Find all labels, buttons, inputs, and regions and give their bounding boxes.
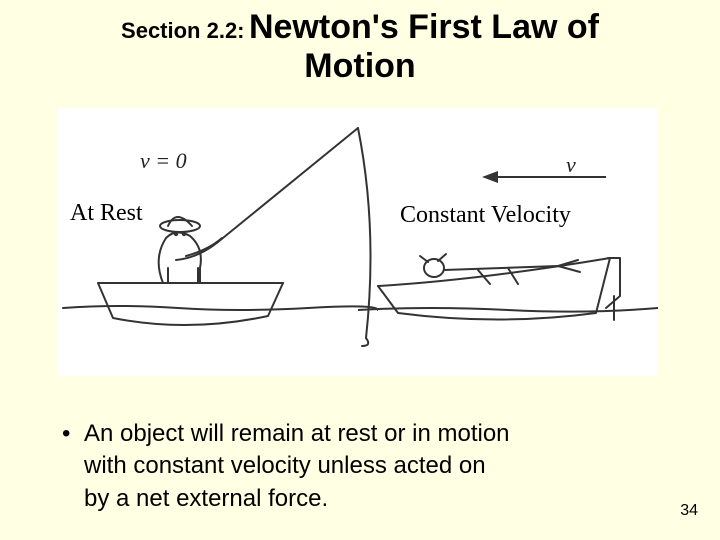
section-label: Section 2.2: <box>121 18 244 43</box>
label-at-rest: At Rest <box>70 200 143 227</box>
title-line1: Newton's First Law of <box>249 8 599 46</box>
bullet-line2: with constant velocity unless acted on <box>84 450 662 482</box>
bullet-line1: An object will remain at rest or in moti… <box>84 420 510 447</box>
constant-velocity-sketch <box>358 108 658 376</box>
slide-title: Section 2.2: Newton's First Law of Motio… <box>0 0 720 86</box>
title-line2: Motion <box>0 47 720 86</box>
bullet-line3: by a net external force. <box>84 483 662 515</box>
page-number: 34 <box>680 502 698 520</box>
velocity-zero-annotation: v = 0 <box>140 148 187 174</box>
at-rest-sketch <box>58 108 378 376</box>
bullet-marker: • <box>62 418 84 450</box>
bullet-text: •An object will remain at rest or in mot… <box>62 418 662 515</box>
label-constant-velocity: Constant Velocity <box>400 202 571 229</box>
velocity-arrow-icon <box>480 170 608 182</box>
